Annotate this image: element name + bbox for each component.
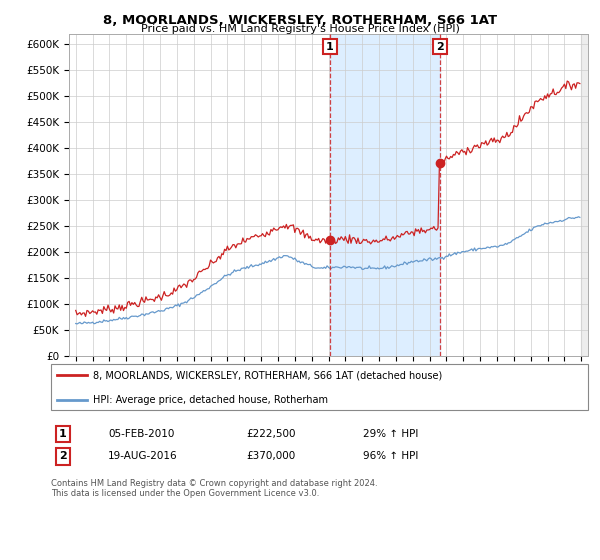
Text: 19-AUG-2016: 19-AUG-2016 [108, 451, 178, 461]
Text: £222,500: £222,500 [246, 429, 296, 439]
Text: 05-FEB-2010: 05-FEB-2010 [108, 429, 175, 439]
Text: 8, MOORLANDS, WICKERSLEY, ROTHERHAM, S66 1AT (detached house): 8, MOORLANDS, WICKERSLEY, ROTHERHAM, S66… [93, 370, 442, 380]
Text: 29% ↑ HPI: 29% ↑ HPI [363, 429, 418, 439]
Text: Contains HM Land Registry data © Crown copyright and database right 2024.
This d: Contains HM Land Registry data © Crown c… [51, 479, 377, 498]
Text: HPI: Average price, detached house, Rotherham: HPI: Average price, detached house, Roth… [93, 395, 328, 405]
Text: Price paid vs. HM Land Registry's House Price Index (HPI): Price paid vs. HM Land Registry's House … [140, 24, 460, 34]
Text: 96% ↑ HPI: 96% ↑ HPI [363, 451, 418, 461]
Text: 1: 1 [326, 41, 334, 52]
Text: 2: 2 [436, 41, 444, 52]
Text: 2: 2 [59, 451, 67, 461]
Bar [330, 34, 440, 356]
Text: 8, MOORLANDS, WICKERSLEY, ROTHERHAM, S66 1AT: 8, MOORLANDS, WICKERSLEY, ROTHERHAM, S66… [103, 14, 497, 27]
Text: 1: 1 [59, 429, 67, 439]
Text: £370,000: £370,000 [246, 451, 295, 461]
